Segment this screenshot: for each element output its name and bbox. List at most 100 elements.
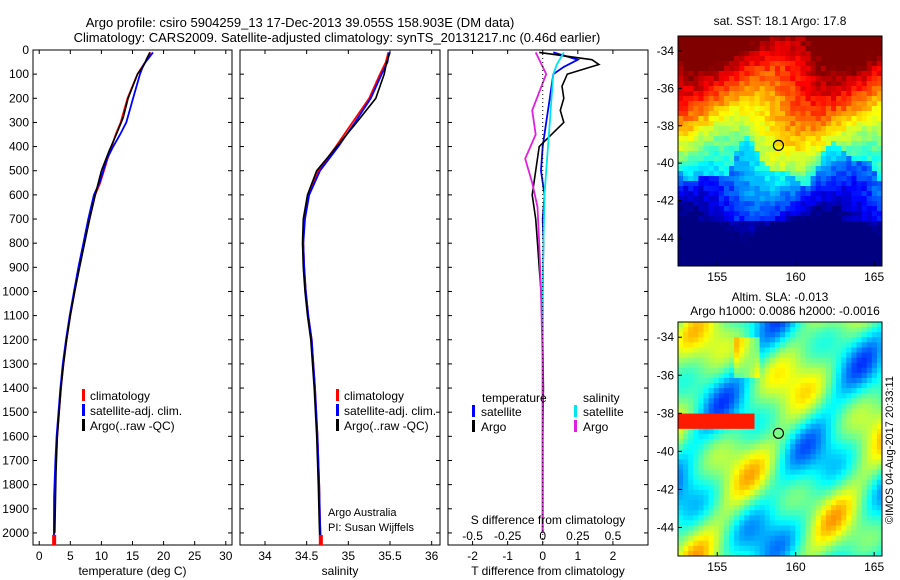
map-cell (810, 46, 817, 52)
map-cell (856, 226, 862, 232)
legend-swatch-sal_argo (574, 420, 577, 432)
map-cell (856, 535, 862, 542)
map-cell (698, 156, 704, 162)
map-cell (723, 332, 730, 338)
map-cell (876, 201, 883, 207)
map-cell (841, 408, 847, 414)
map-cell (749, 372, 755, 379)
map-cell (876, 383, 883, 389)
map-cell (698, 131, 704, 137)
map-cell (790, 327, 796, 333)
map-cell (871, 66, 878, 72)
map-cell (836, 372, 842, 379)
map-cell (774, 141, 781, 147)
map-cell (866, 464, 873, 470)
map-cell (698, 337, 704, 343)
map-cell (713, 357, 720, 364)
map-cell (774, 449, 781, 455)
map-cell (723, 322, 730, 328)
map-cell (749, 388, 755, 394)
map-cell (780, 510, 786, 516)
map-cell (841, 347, 847, 353)
map-cell (831, 327, 837, 333)
map-cell (846, 221, 852, 227)
map-cell (693, 66, 699, 72)
map-cell (769, 408, 776, 414)
map-cell (729, 116, 735, 122)
map-cell (831, 439, 837, 445)
map-cell (785, 241, 791, 247)
map-cell (825, 246, 832, 252)
map-cell (795, 489, 801, 496)
map-cell (703, 423, 709, 430)
map-cell (734, 256, 740, 262)
map-cell (790, 256, 796, 262)
map-cell (836, 464, 842, 470)
map-cell (744, 206, 750, 212)
map-cell (861, 494, 868, 501)
map-cell (785, 41, 791, 47)
map-cell (790, 342, 796, 348)
map-cell (820, 337, 827, 343)
map-cell (729, 186, 735, 192)
map-cell (815, 327, 822, 333)
map-cell (861, 403, 868, 409)
map-cell (734, 540, 740, 547)
map-cell (820, 469, 827, 476)
map-cell (703, 357, 709, 364)
map-cell (810, 515, 817, 521)
map-cell (698, 332, 704, 338)
map-cell (800, 171, 806, 177)
map-cell (780, 151, 786, 157)
map-cell (769, 176, 776, 182)
y-tick-label: 1100 (3, 309, 29, 323)
map-cell (729, 206, 735, 212)
map-cell (708, 81, 715, 87)
map-cell (774, 171, 781, 177)
map-cell (795, 550, 801, 557)
map-cell (836, 261, 842, 267)
map-cell (836, 61, 842, 67)
map-cell (713, 439, 720, 445)
map-cell (841, 236, 847, 242)
map-cell (825, 56, 832, 62)
map-cell (856, 186, 862, 192)
map-cell (841, 469, 847, 476)
map-cell (703, 41, 709, 47)
map-cell (825, 479, 832, 486)
map-cell (678, 383, 684, 389)
map-cell (800, 484, 806, 491)
map-cell (703, 101, 709, 107)
map-cell (851, 226, 857, 232)
map-cell (795, 51, 801, 57)
map-cell (734, 474, 740, 481)
map-cell (703, 246, 709, 252)
map-cell (876, 196, 883, 202)
map-cell (678, 256, 684, 262)
map-cell (831, 423, 837, 430)
map-cell (698, 352, 704, 359)
map-cell (764, 479, 771, 486)
map-cell (693, 377, 699, 384)
map-cell (866, 186, 873, 192)
map-cell (693, 530, 699, 537)
map-cell (795, 403, 801, 409)
map-cell (698, 191, 704, 197)
map-cell (800, 550, 806, 557)
map-cell (871, 186, 878, 192)
map-cell (754, 91, 760, 97)
map-cell (866, 332, 873, 338)
map-cell (841, 41, 847, 47)
map-cell (846, 550, 852, 557)
map-cell (815, 51, 822, 57)
map-cell (851, 322, 857, 328)
map-cell (866, 459, 873, 465)
map-cell (688, 357, 694, 364)
map-cell (866, 505, 873, 511)
map-cell (836, 46, 842, 52)
map-cell (718, 91, 725, 97)
map-cell (820, 61, 827, 67)
map-cell (841, 479, 847, 486)
map-cell (851, 327, 857, 333)
